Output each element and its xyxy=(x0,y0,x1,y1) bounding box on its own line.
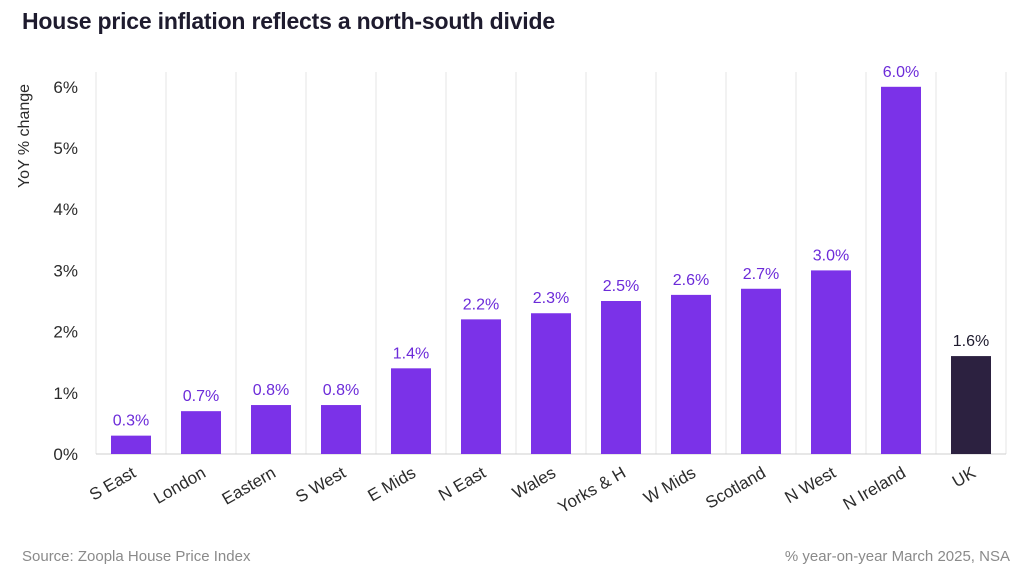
y-tick-label: 5% xyxy=(53,139,78,158)
category-label: W Mids xyxy=(640,463,699,508)
category-label: E Mids xyxy=(364,463,419,505)
value-label: 2.3% xyxy=(533,290,569,307)
period-note: % year-on-year March 2025, NSA xyxy=(784,548,1010,565)
value-label: 0.3% xyxy=(113,413,149,430)
bar-n-ireland xyxy=(881,86,921,455)
category-label: UK xyxy=(949,463,980,492)
y-tick-label: 6% xyxy=(53,78,78,97)
value-label: 2.7% xyxy=(743,266,779,283)
value-label: 0.7% xyxy=(183,388,219,405)
category-label: Yorks & H xyxy=(555,463,629,517)
bar-eastern xyxy=(251,405,291,454)
bar-scotland xyxy=(741,288,781,454)
category-label: N East xyxy=(435,463,489,505)
y-tick-labels: 0% 1% 2% 3% 4% 5% 6% xyxy=(53,78,78,464)
bar-s-west xyxy=(321,405,361,454)
bar-w-mids xyxy=(671,294,711,454)
bar-wales xyxy=(531,313,571,454)
y-tick-label: 2% xyxy=(53,323,78,342)
bars xyxy=(111,86,991,455)
value-label: 6.0% xyxy=(883,64,919,81)
y-tick-label: 0% xyxy=(53,445,78,464)
value-label: 1.4% xyxy=(393,345,429,362)
source-note: Source: Zoopla House Price Index xyxy=(22,548,251,565)
chart-title: House price inflation reflects a north-s… xyxy=(22,8,555,34)
bar-yorks-h xyxy=(601,301,641,454)
category-label: London xyxy=(150,463,209,508)
value-label: 1.6% xyxy=(953,333,989,350)
category-label: N West xyxy=(782,463,840,507)
bar-london xyxy=(181,411,221,454)
bar-s-east xyxy=(111,435,151,454)
category-label: S West xyxy=(292,463,349,507)
value-label: 2.5% xyxy=(603,278,639,295)
value-label: 0.8% xyxy=(253,382,289,399)
bar-n-west xyxy=(811,270,851,454)
value-label: 2.2% xyxy=(463,296,499,313)
y-tick-label: 1% xyxy=(53,384,78,403)
value-label: 3.0% xyxy=(813,247,849,264)
category-label: N Ireland xyxy=(840,463,909,514)
y-tick-label: 3% xyxy=(53,261,78,280)
value-label: 2.6% xyxy=(673,272,709,289)
category-label: Wales xyxy=(509,463,559,503)
category-label: S East xyxy=(86,463,139,505)
category-labels: S East London Eastern S West E Mids N East Wal… xyxy=(86,463,979,517)
value-labels: 0.3% 0.7% 0.8% 0.8% 1.4% 2.2% 2.3% 2.5% 2.6% 2.7%… xyxy=(113,64,989,430)
bar-e-mids xyxy=(391,368,431,454)
bar-uk xyxy=(951,356,991,454)
y-axis-label: YoY % change xyxy=(16,84,33,188)
category-label: Eastern xyxy=(219,463,279,509)
category-label: Scotland xyxy=(702,463,769,513)
y-tick-label: 4% xyxy=(53,200,78,219)
value-label: 0.8% xyxy=(323,382,359,399)
bar-n-east xyxy=(461,319,501,454)
